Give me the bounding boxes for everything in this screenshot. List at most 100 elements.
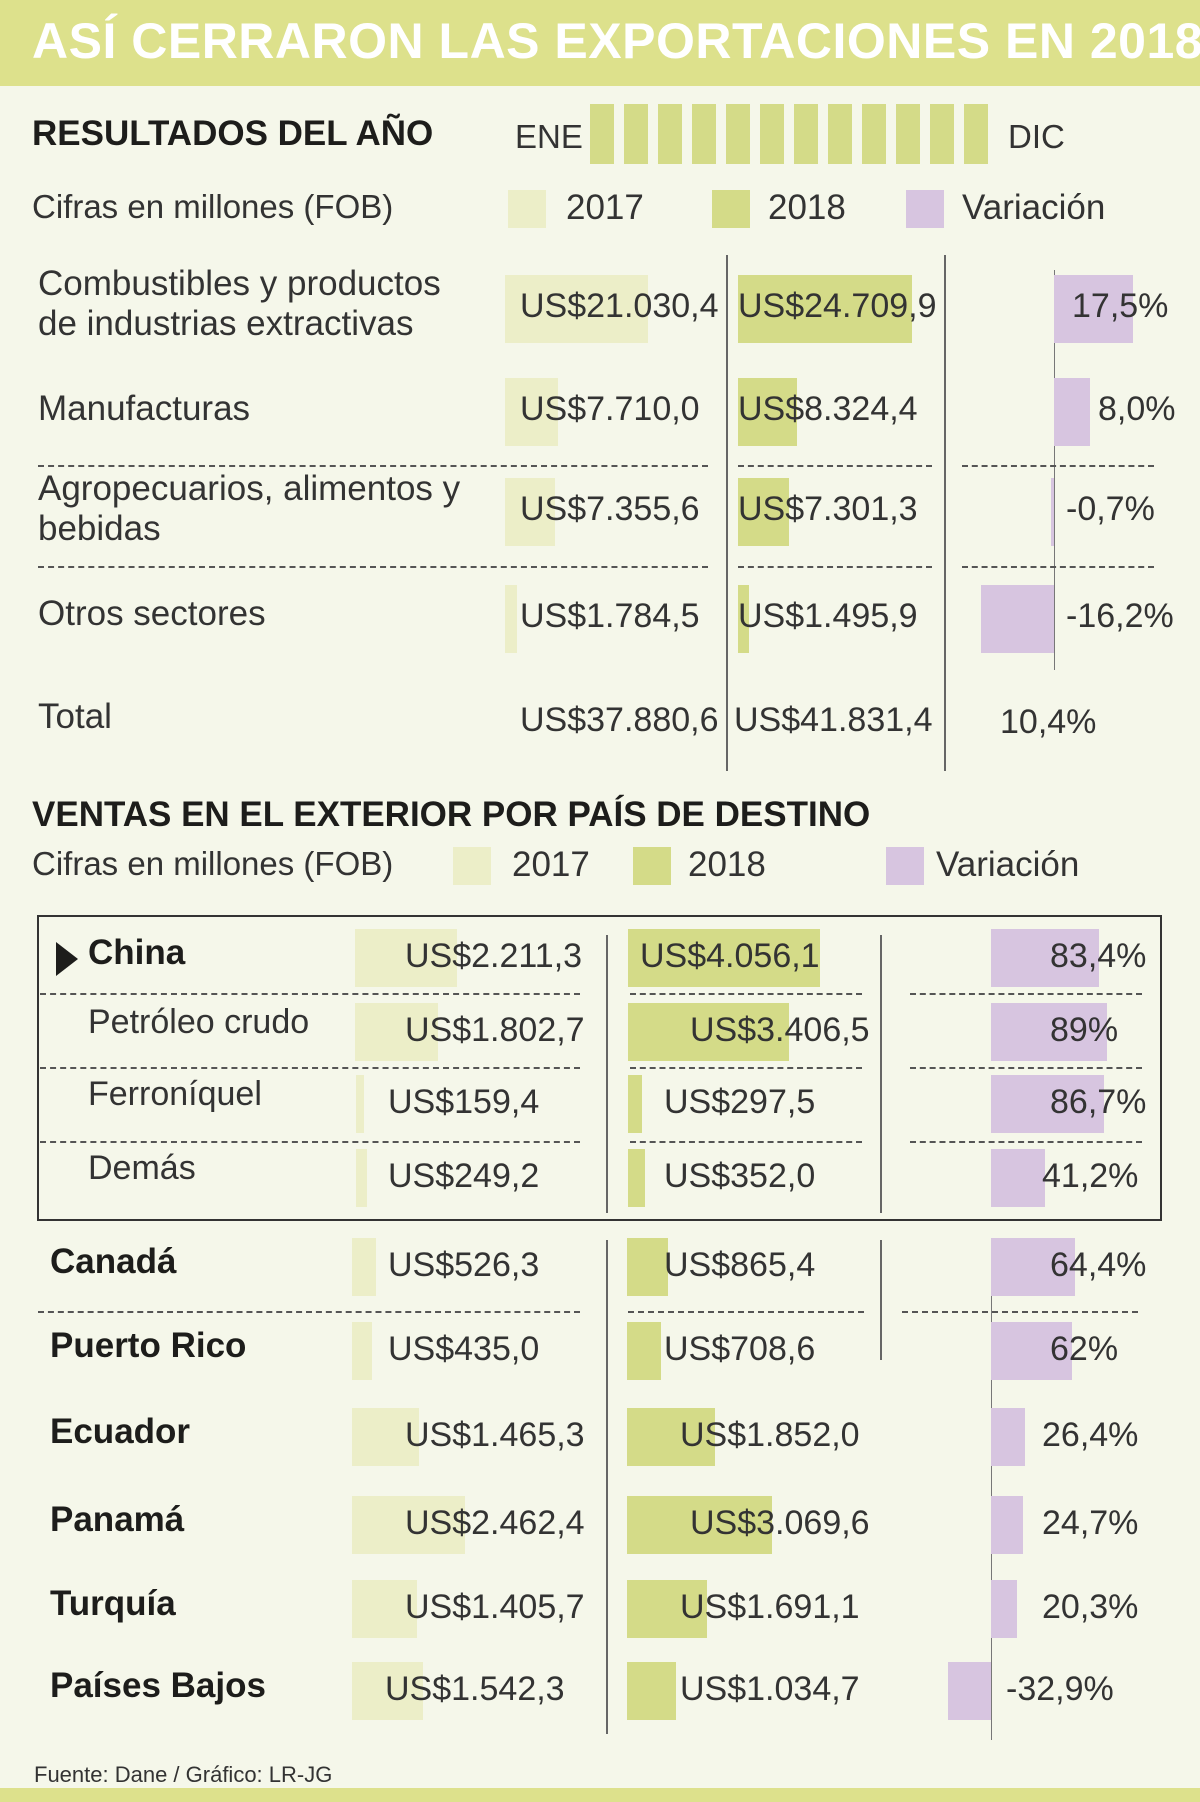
bar-2017	[505, 275, 649, 343]
bar-variation	[991, 929, 1100, 987]
value-2017: US$7.355,6	[520, 490, 700, 528]
value-2017: US$249,2	[388, 1157, 540, 1195]
bar-variation	[991, 1149, 1045, 1207]
row-separator	[910, 993, 1142, 995]
total-label: Total	[38, 697, 112, 736]
value-2018: US$352,0	[664, 1157, 816, 1195]
bar-2018	[738, 378, 797, 446]
row-separator	[738, 465, 932, 467]
legend2-swatch-2017	[453, 847, 491, 885]
row-separator	[630, 1067, 862, 1069]
legend-swatch-2017	[508, 190, 546, 228]
value-variation: 17,5%	[1072, 287, 1169, 325]
bar-2017	[505, 585, 518, 653]
row-separator	[962, 465, 1154, 467]
bar-2017	[356, 1075, 364, 1133]
value-2018: US$708,6	[664, 1330, 816, 1368]
timeline-month-block	[896, 104, 920, 164]
value-variation: 41,2%	[1042, 1157, 1139, 1195]
value-2017: US$159,4	[388, 1083, 540, 1121]
variation-axis	[991, 1240, 992, 1740]
bar-2018	[738, 478, 790, 546]
value-2018: US$297,5	[664, 1083, 816, 1121]
timeline-month-block	[726, 104, 750, 164]
value-2017: US$1.802,7	[405, 1011, 585, 1049]
sector-label: Otros sectores	[38, 594, 266, 633]
column-divider	[606, 935, 608, 1213]
column-divider	[726, 255, 728, 771]
row-separator	[40, 993, 580, 995]
legend2-swatch-2018	[633, 847, 671, 885]
column-divider	[944, 255, 946, 771]
value-2018: US$1.034,7	[680, 1670, 860, 1708]
timeline-month-block	[828, 104, 852, 164]
bar-2018	[628, 1003, 790, 1061]
section2-heading: VENTAS EN EL EXTERIOR POR PAÍS DE DESTIN…	[32, 795, 871, 834]
bar-2017	[352, 1238, 377, 1296]
bar-2018	[627, 1496, 773, 1554]
total-2018-value: US$41.831,4	[734, 701, 933, 739]
column-divider	[880, 935, 882, 1213]
value-2017: US$21.030,4	[520, 287, 719, 325]
value-variation: 89%	[1050, 1011, 1119, 1049]
value-2017: US$1.784,5	[520, 597, 700, 635]
row-separator	[902, 1311, 1138, 1313]
country-label: China	[88, 933, 186, 972]
legend-label-2018: 2018	[768, 188, 846, 227]
sector-label: Manufacturas	[38, 389, 251, 428]
row-separator	[910, 1141, 1142, 1143]
value-2017: US$1.405,7	[405, 1588, 585, 1626]
value-variation: -0,7%	[1066, 490, 1155, 528]
bar-2017	[355, 1003, 438, 1061]
expand-triangle-icon	[56, 942, 78, 976]
bar-2018	[627, 1238, 668, 1296]
bar-2017	[355, 929, 457, 987]
legend2-label-2017: 2017	[512, 845, 590, 884]
total-variation-value: 10,4%	[1000, 703, 1097, 741]
bar-2018	[627, 1662, 676, 1720]
country-label: Ecuador	[50, 1412, 191, 1451]
row-separator	[630, 1141, 862, 1143]
timeline-month-block	[760, 104, 784, 164]
bar-2018	[627, 1580, 708, 1638]
row-separator	[630, 993, 862, 995]
bar-variation	[991, 1322, 1072, 1380]
bar-variation	[1054, 378, 1090, 446]
row-separator	[738, 566, 932, 568]
legend2-label-2018: 2018	[688, 845, 766, 884]
bar-2017	[356, 1149, 368, 1207]
bar-2018	[738, 275, 912, 343]
bar-2018	[738, 585, 749, 653]
timeline-months	[590, 104, 990, 164]
legend-label-2017: 2017	[566, 188, 644, 227]
timeline-month-block	[794, 104, 818, 164]
value-variation: 20,3%	[1042, 1588, 1139, 1626]
timeline-start-label: ENE	[515, 118, 583, 155]
bar-variation	[991, 1075, 1104, 1133]
value-2017: US$2.462,4	[405, 1504, 585, 1542]
value-variation: 86,7%	[1050, 1083, 1147, 1121]
value-2017: US$7.710,0	[520, 390, 700, 428]
value-2017: US$1.542,3	[385, 1670, 565, 1708]
row-separator	[910, 1067, 1142, 1069]
row-separator	[962, 566, 1154, 568]
title-banner: ASÍ CERRARON LAS EXPORTACIONES EN 2018	[0, 0, 1200, 86]
legend2-label-variation: Variación	[936, 845, 1080, 884]
bar-variation	[991, 1408, 1026, 1466]
value-2018: US$1.852,0	[680, 1416, 860, 1454]
bar-2017	[352, 1408, 420, 1466]
country-label: Turquía	[50, 1584, 176, 1623]
timeline-month-block	[658, 104, 682, 164]
country-label: Ferroníquel	[88, 1075, 262, 1113]
value-2017: US$1.465,3	[405, 1416, 585, 1454]
section2-subtitle: Cifras en millones (FOB)	[32, 845, 394, 882]
value-2018: US$3.406,5	[690, 1011, 870, 1049]
bar-variation	[1050, 478, 1054, 546]
value-variation: 26,4%	[1042, 1416, 1139, 1454]
bar-2017	[352, 1322, 372, 1380]
bar-2017	[505, 378, 558, 446]
bar-2018	[628, 1149, 645, 1207]
value-2018: US$3.069,6	[690, 1504, 870, 1542]
value-variation: 83,4%	[1050, 937, 1147, 975]
country-label: Puerto Rico	[50, 1326, 247, 1365]
